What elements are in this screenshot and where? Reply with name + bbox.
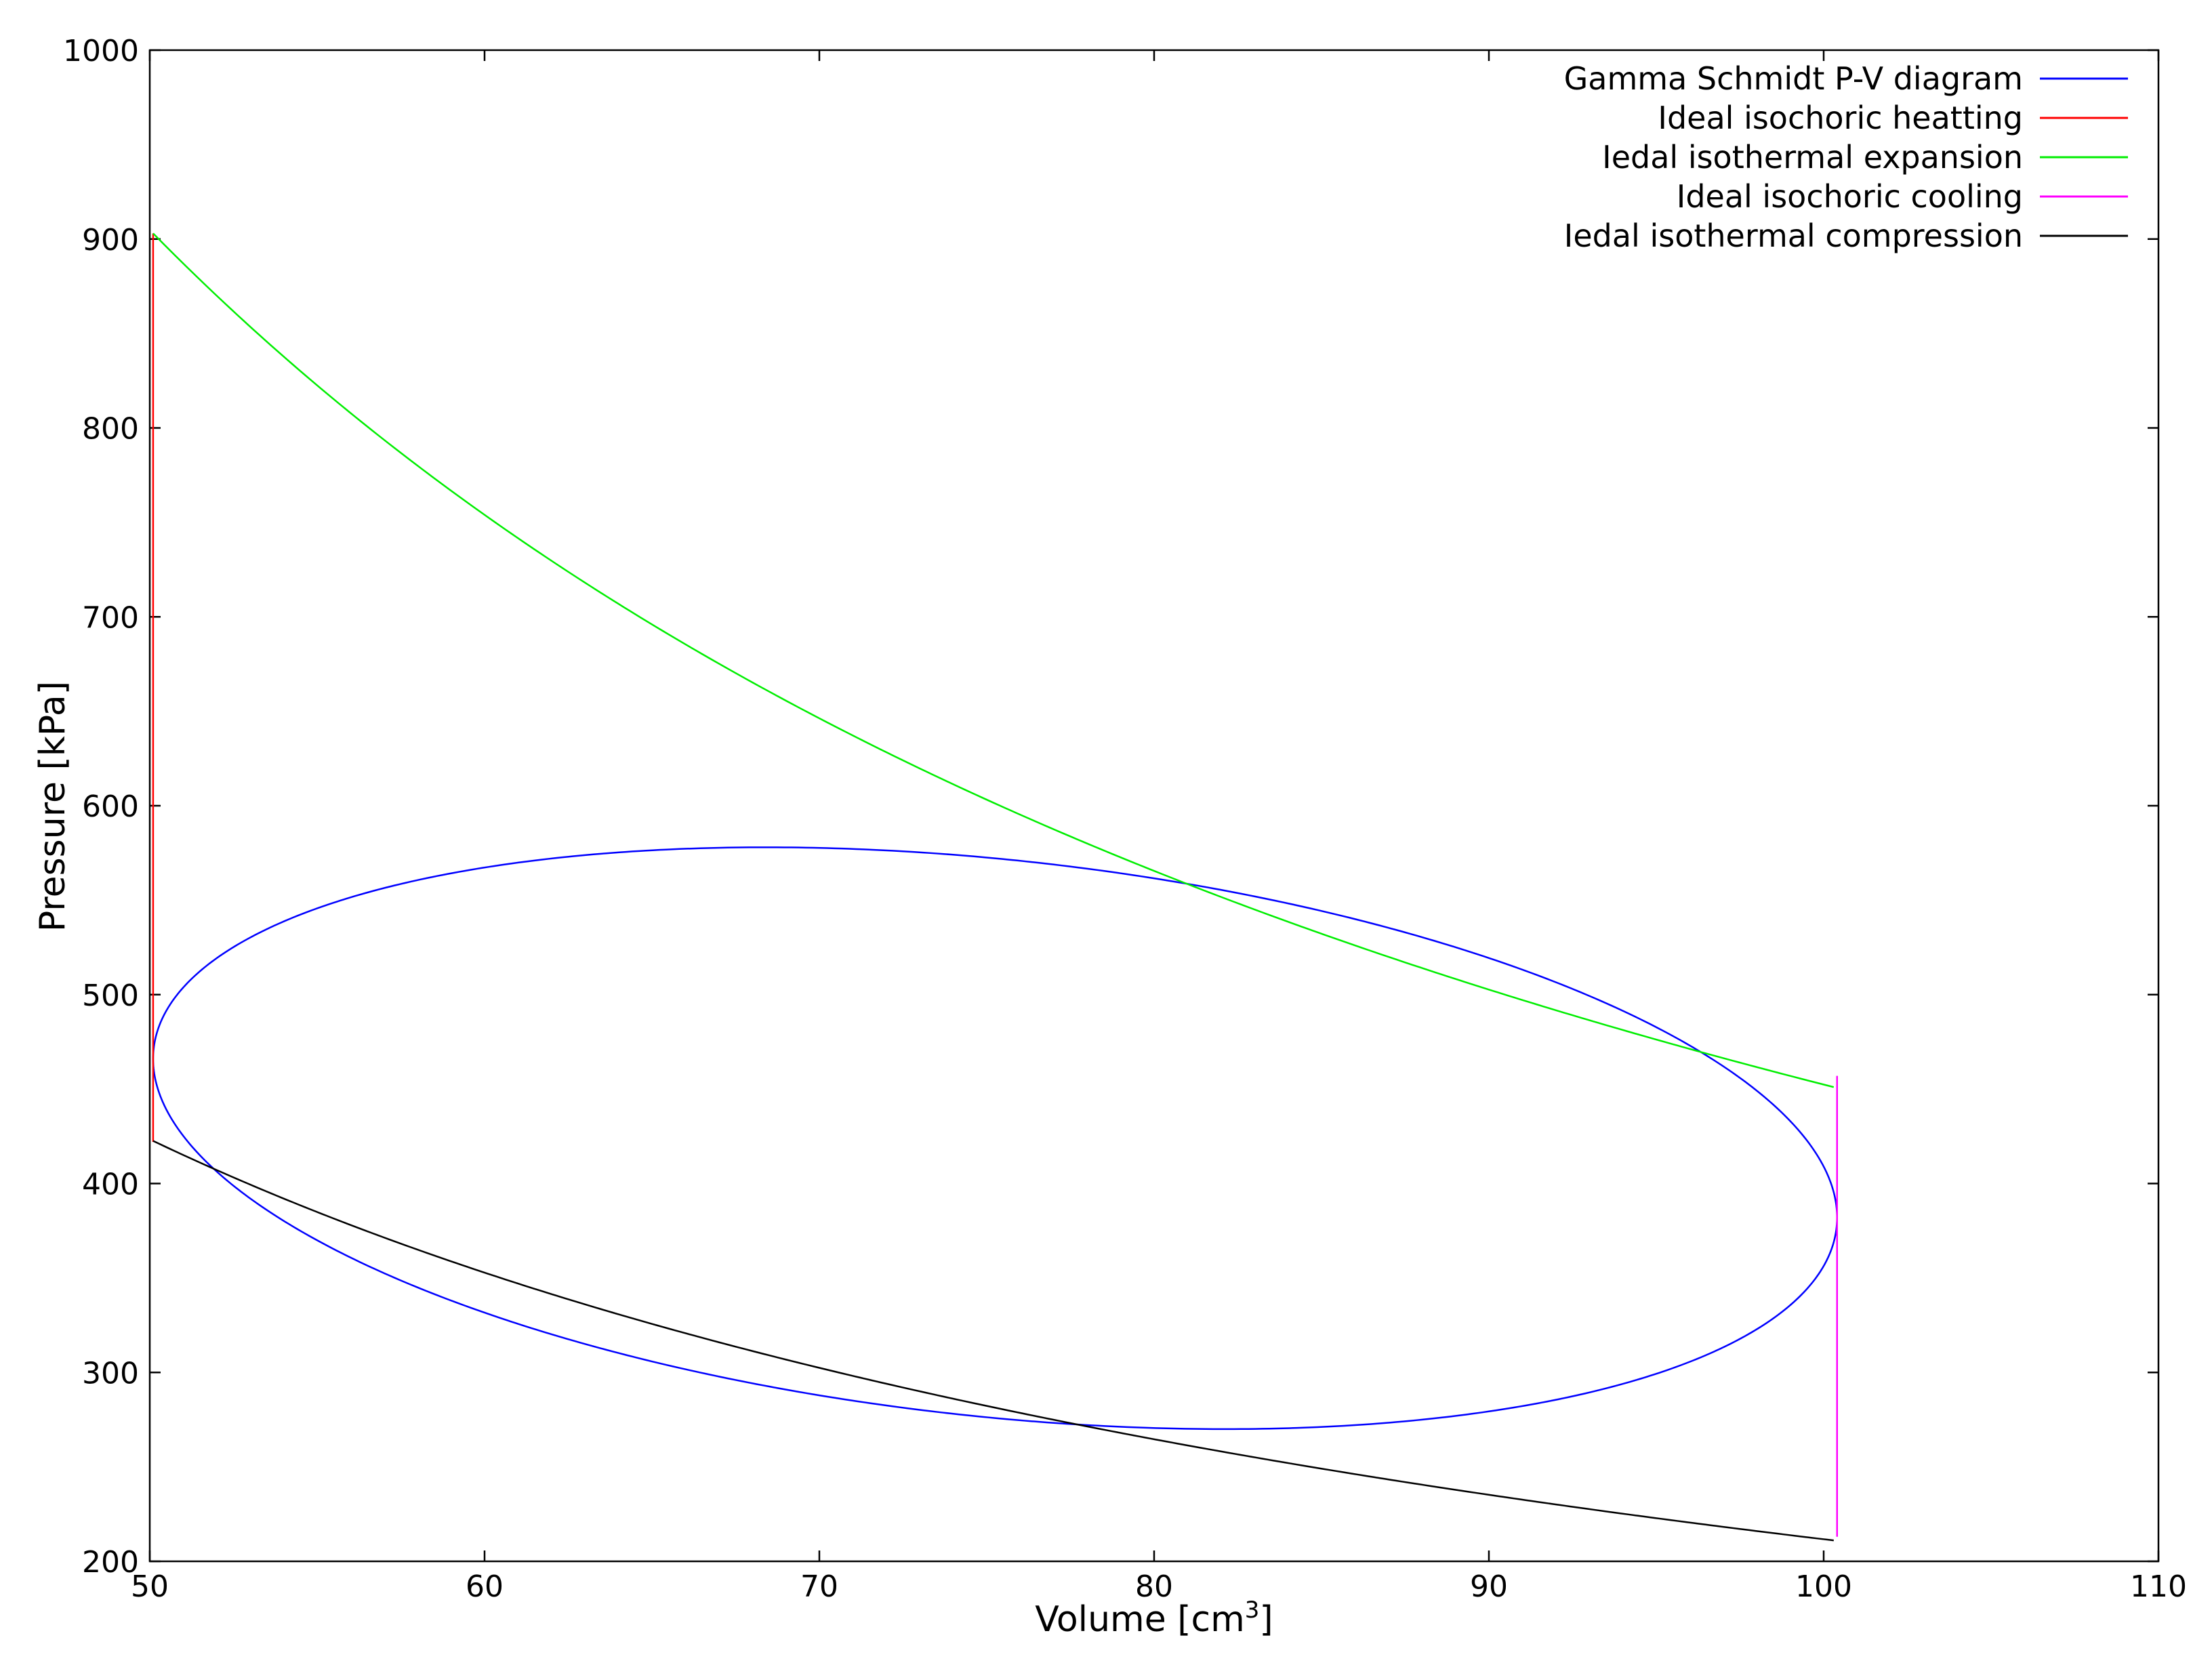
- legend-label: Iedal isothermal compression: [1564, 218, 2023, 254]
- y-tick-label: 800: [82, 412, 139, 447]
- x-axis-title: Volume [cm3]: [1035, 1597, 1273, 1640]
- x-axis-title-tail: ]: [1259, 1599, 1273, 1640]
- y-tick-label: 1000: [63, 34, 139, 68]
- y-tick-label: 700: [82, 600, 139, 635]
- x-tick-label: 100: [1795, 1569, 1852, 1604]
- series-line-4: [152, 1140, 1834, 1542]
- legend-label: Ideal isochoric cooling: [1677, 178, 2023, 215]
- x-tick-label: 60: [466, 1569, 504, 1604]
- series-line-2: [152, 232, 1835, 1088]
- x-tick-label: 70: [800, 1569, 838, 1604]
- y-tick-label: 200: [82, 1545, 139, 1580]
- y-tick-label: 300: [82, 1356, 139, 1391]
- legend-label: Gamma Schmidt P-V diagram: [1564, 60, 2023, 97]
- x-tick-label: 80: [1135, 1569, 1173, 1604]
- tick-labels: 50 60 70 80 90 100 110 200 300 400 500 600 700 800 900…: [63, 34, 2187, 1604]
- series-layer: [152, 232, 1839, 1542]
- x-axis-title-superscript: 3: [1245, 1597, 1260, 1624]
- x-tick-label: 90: [1470, 1569, 1508, 1604]
- plot-frame: [148, 49, 2160, 1563]
- x-tick-label: 110: [2130, 1569, 2187, 1604]
- y-tick-label: 400: [82, 1168, 139, 1202]
- x-tick-label: 50: [131, 1569, 169, 1604]
- y-axis-title: Pressure [kPa]: [33, 681, 73, 932]
- legend-label: Iedal isothermal expansion: [1602, 139, 2023, 176]
- y-tick-label: 500: [82, 979, 139, 1013]
- y-tick-label: 900: [82, 223, 139, 258]
- legend-label: Ideal isochoric heatting: [1658, 100, 2023, 136]
- y-tick-label: 600: [82, 789, 139, 824]
